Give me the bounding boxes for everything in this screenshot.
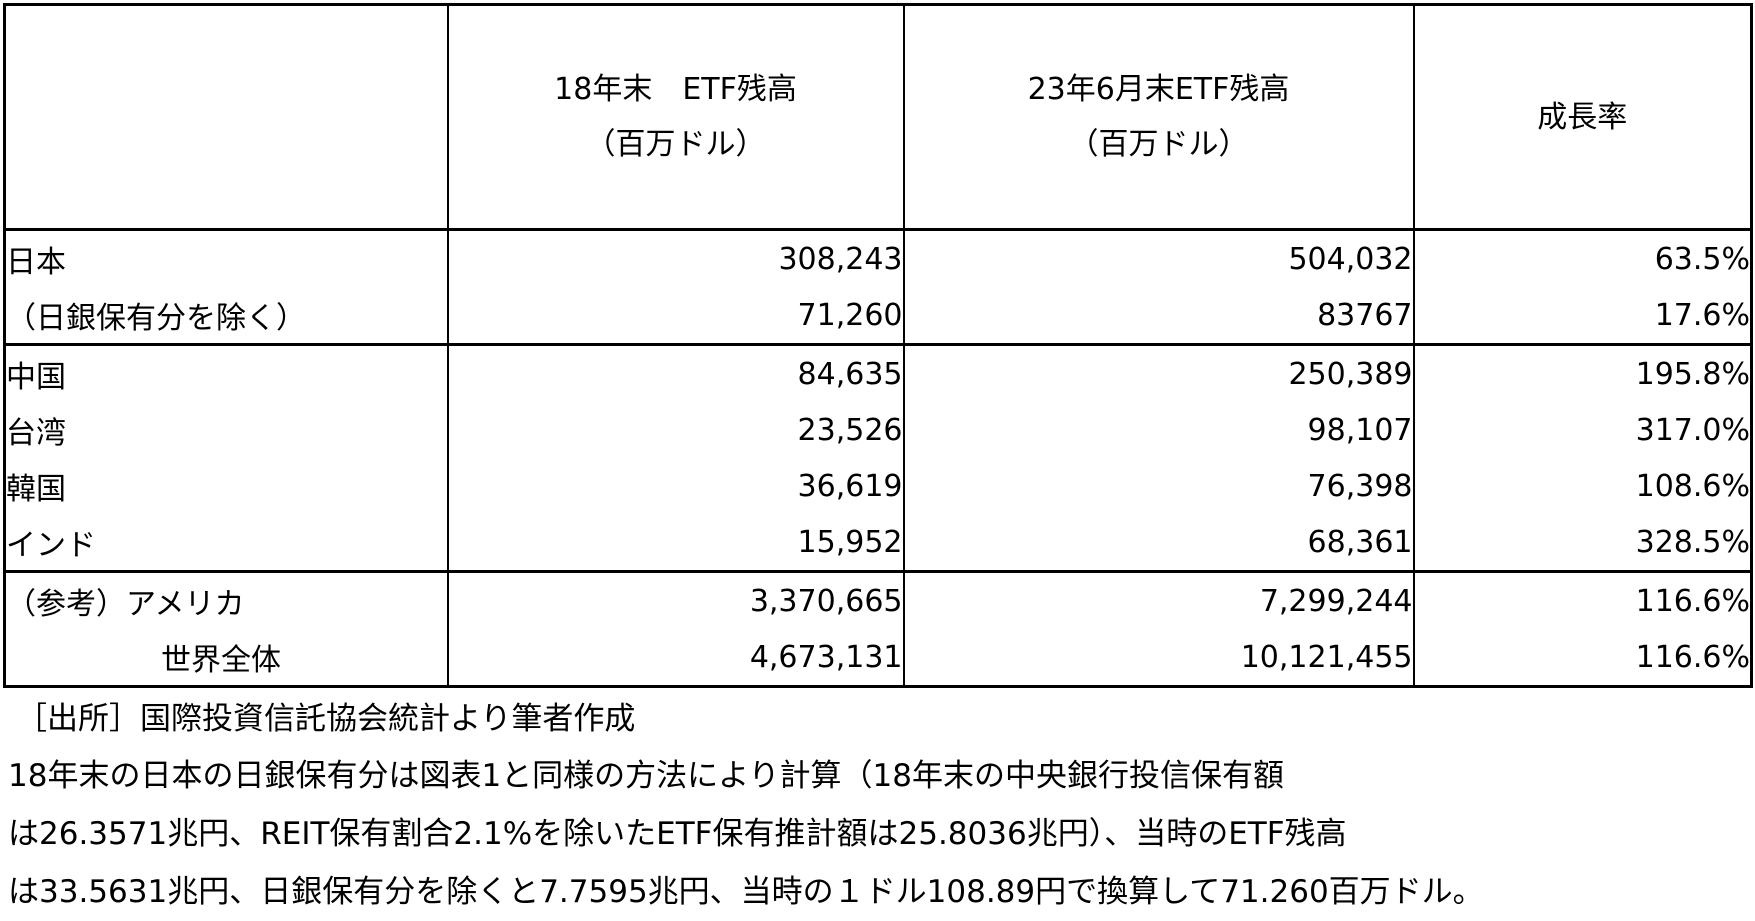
col-header-etf-2018: 18年末 ETF残高 （百万ドル） — [446, 4, 905, 231]
col-header-etf-2023jun-line1: 23年6月末ETF残高 — [1027, 72, 1290, 107]
growth-rate-value: 63.5% — [1412, 229, 1753, 287]
etf-2018-value: 71,260 — [446, 287, 905, 345]
country-label: インド — [3, 514, 449, 572]
table-row: 世界全体 4,673,131 10,121,455 116.6% — [3, 629, 1753, 687]
source-note: ［出所］国際投資信託協会統計より筆者作成 — [16, 701, 636, 737]
col-header-country — [3, 4, 449, 231]
etf-2018-value: 4,673,131 — [446, 629, 905, 687]
etf-2018-value: 84,635 — [446, 343, 905, 402]
growth-rate-value: 328.5% — [1412, 514, 1753, 572]
col-header-growth-rate: 成長率 — [1412, 4, 1753, 231]
table-row: 日本 308,243 504,032 63.5% — [3, 229, 1753, 287]
col-header-etf-2023jun: 23年6月末ETF残高 （百万ドル） — [902, 4, 1415, 231]
col-header-etf-2018-line1: 18年末 ETF残高 — [554, 72, 797, 107]
table-row: 韓国 36,619 76,398 108.6% — [3, 458, 1753, 514]
header-row: 18年末 ETF残高 （百万ドル） 23年6月末ETF残高 （百万ドル） 成長率 — [3, 4, 1753, 231]
etf-2023jun-value: 250,389 — [902, 343, 1415, 402]
etf-2023jun-value: 504,032 — [902, 229, 1415, 287]
growth-rate-value: 195.8% — [1412, 343, 1753, 402]
etf-2023jun-value: 10,121,455 — [902, 629, 1415, 687]
etf-balance-table: 18年末 ETF残高 （百万ドル） 23年6月末ETF残高 （百万ドル） 成長率… — [3, 3, 1753, 688]
footnotes: ［出所］国際投資信託協会統計より筆者作成 18年末の日本の日銀保有分は図表1と同… — [0, 692, 1755, 921]
col-header-etf-2018-line2: （百万ドル） — [585, 127, 766, 162]
etf-2023jun-value: 76,398 — [902, 458, 1415, 514]
footnote-line-3: は33.5631兆円、日銀保有分を除くと7.7595兆円、当時の１ドル108.8… — [8, 874, 1484, 910]
col-header-growth-rate-line1: 成長率 — [1537, 99, 1628, 135]
table-row: （参考）アメリカ 3,370,665 7,299,244 116.6% — [3, 570, 1753, 629]
col-header-etf-2023jun-line2: （百万ドル） — [1068, 127, 1249, 162]
footnote-line-2: は26.3571兆円、REIT保有割合2.1%を除いたETF保有推計額は25.8… — [8, 816, 1347, 852]
table-row: インド 15,952 68,361 328.5% — [3, 514, 1753, 572]
country-label: 日本 — [3, 229, 449, 287]
growth-rate-value: 116.6% — [1412, 570, 1753, 629]
growth-rate-value: 108.6% — [1412, 458, 1753, 514]
etf-2023jun-value: 68,361 — [902, 514, 1415, 572]
growth-rate-value: 116.6% — [1412, 629, 1753, 687]
table-row: 中国 84,635 250,389 195.8% — [3, 343, 1753, 402]
footnote-line-1: 18年末の日本の日銀保有分は図表1と同様の方法により計算（18年末の中央銀行投信… — [8, 758, 1284, 794]
etf-2018-value: 23,526 — [446, 402, 905, 458]
country-label: 中国 — [3, 343, 449, 402]
growth-rate-value: 317.0% — [1412, 402, 1753, 458]
etf-2018-value: 36,619 — [446, 458, 905, 514]
country-label: 世界全体 — [3, 629, 449, 687]
growth-rate-value: 17.6% — [1412, 287, 1753, 345]
table-row: （日銀保有分を除く） 71,260 83767 17.6% — [3, 287, 1753, 345]
etf-2023jun-value: 7,299,244 — [902, 570, 1415, 629]
etf-2023jun-value: 83767 — [902, 287, 1415, 345]
country-label: （日銀保有分を除く） — [3, 287, 449, 345]
country-label: （参考）アメリカ — [3, 570, 449, 629]
etf-2018-value: 15,952 — [446, 514, 905, 572]
etf-2018-value: 308,243 — [446, 229, 905, 287]
country-label: 韓国 — [3, 458, 449, 514]
table-row: 台湾 23,526 98,107 317.0% — [3, 402, 1753, 458]
etf-2023jun-value: 98,107 — [902, 402, 1415, 458]
country-label: 台湾 — [3, 402, 449, 458]
etf-2018-value: 3,370,665 — [446, 570, 905, 629]
